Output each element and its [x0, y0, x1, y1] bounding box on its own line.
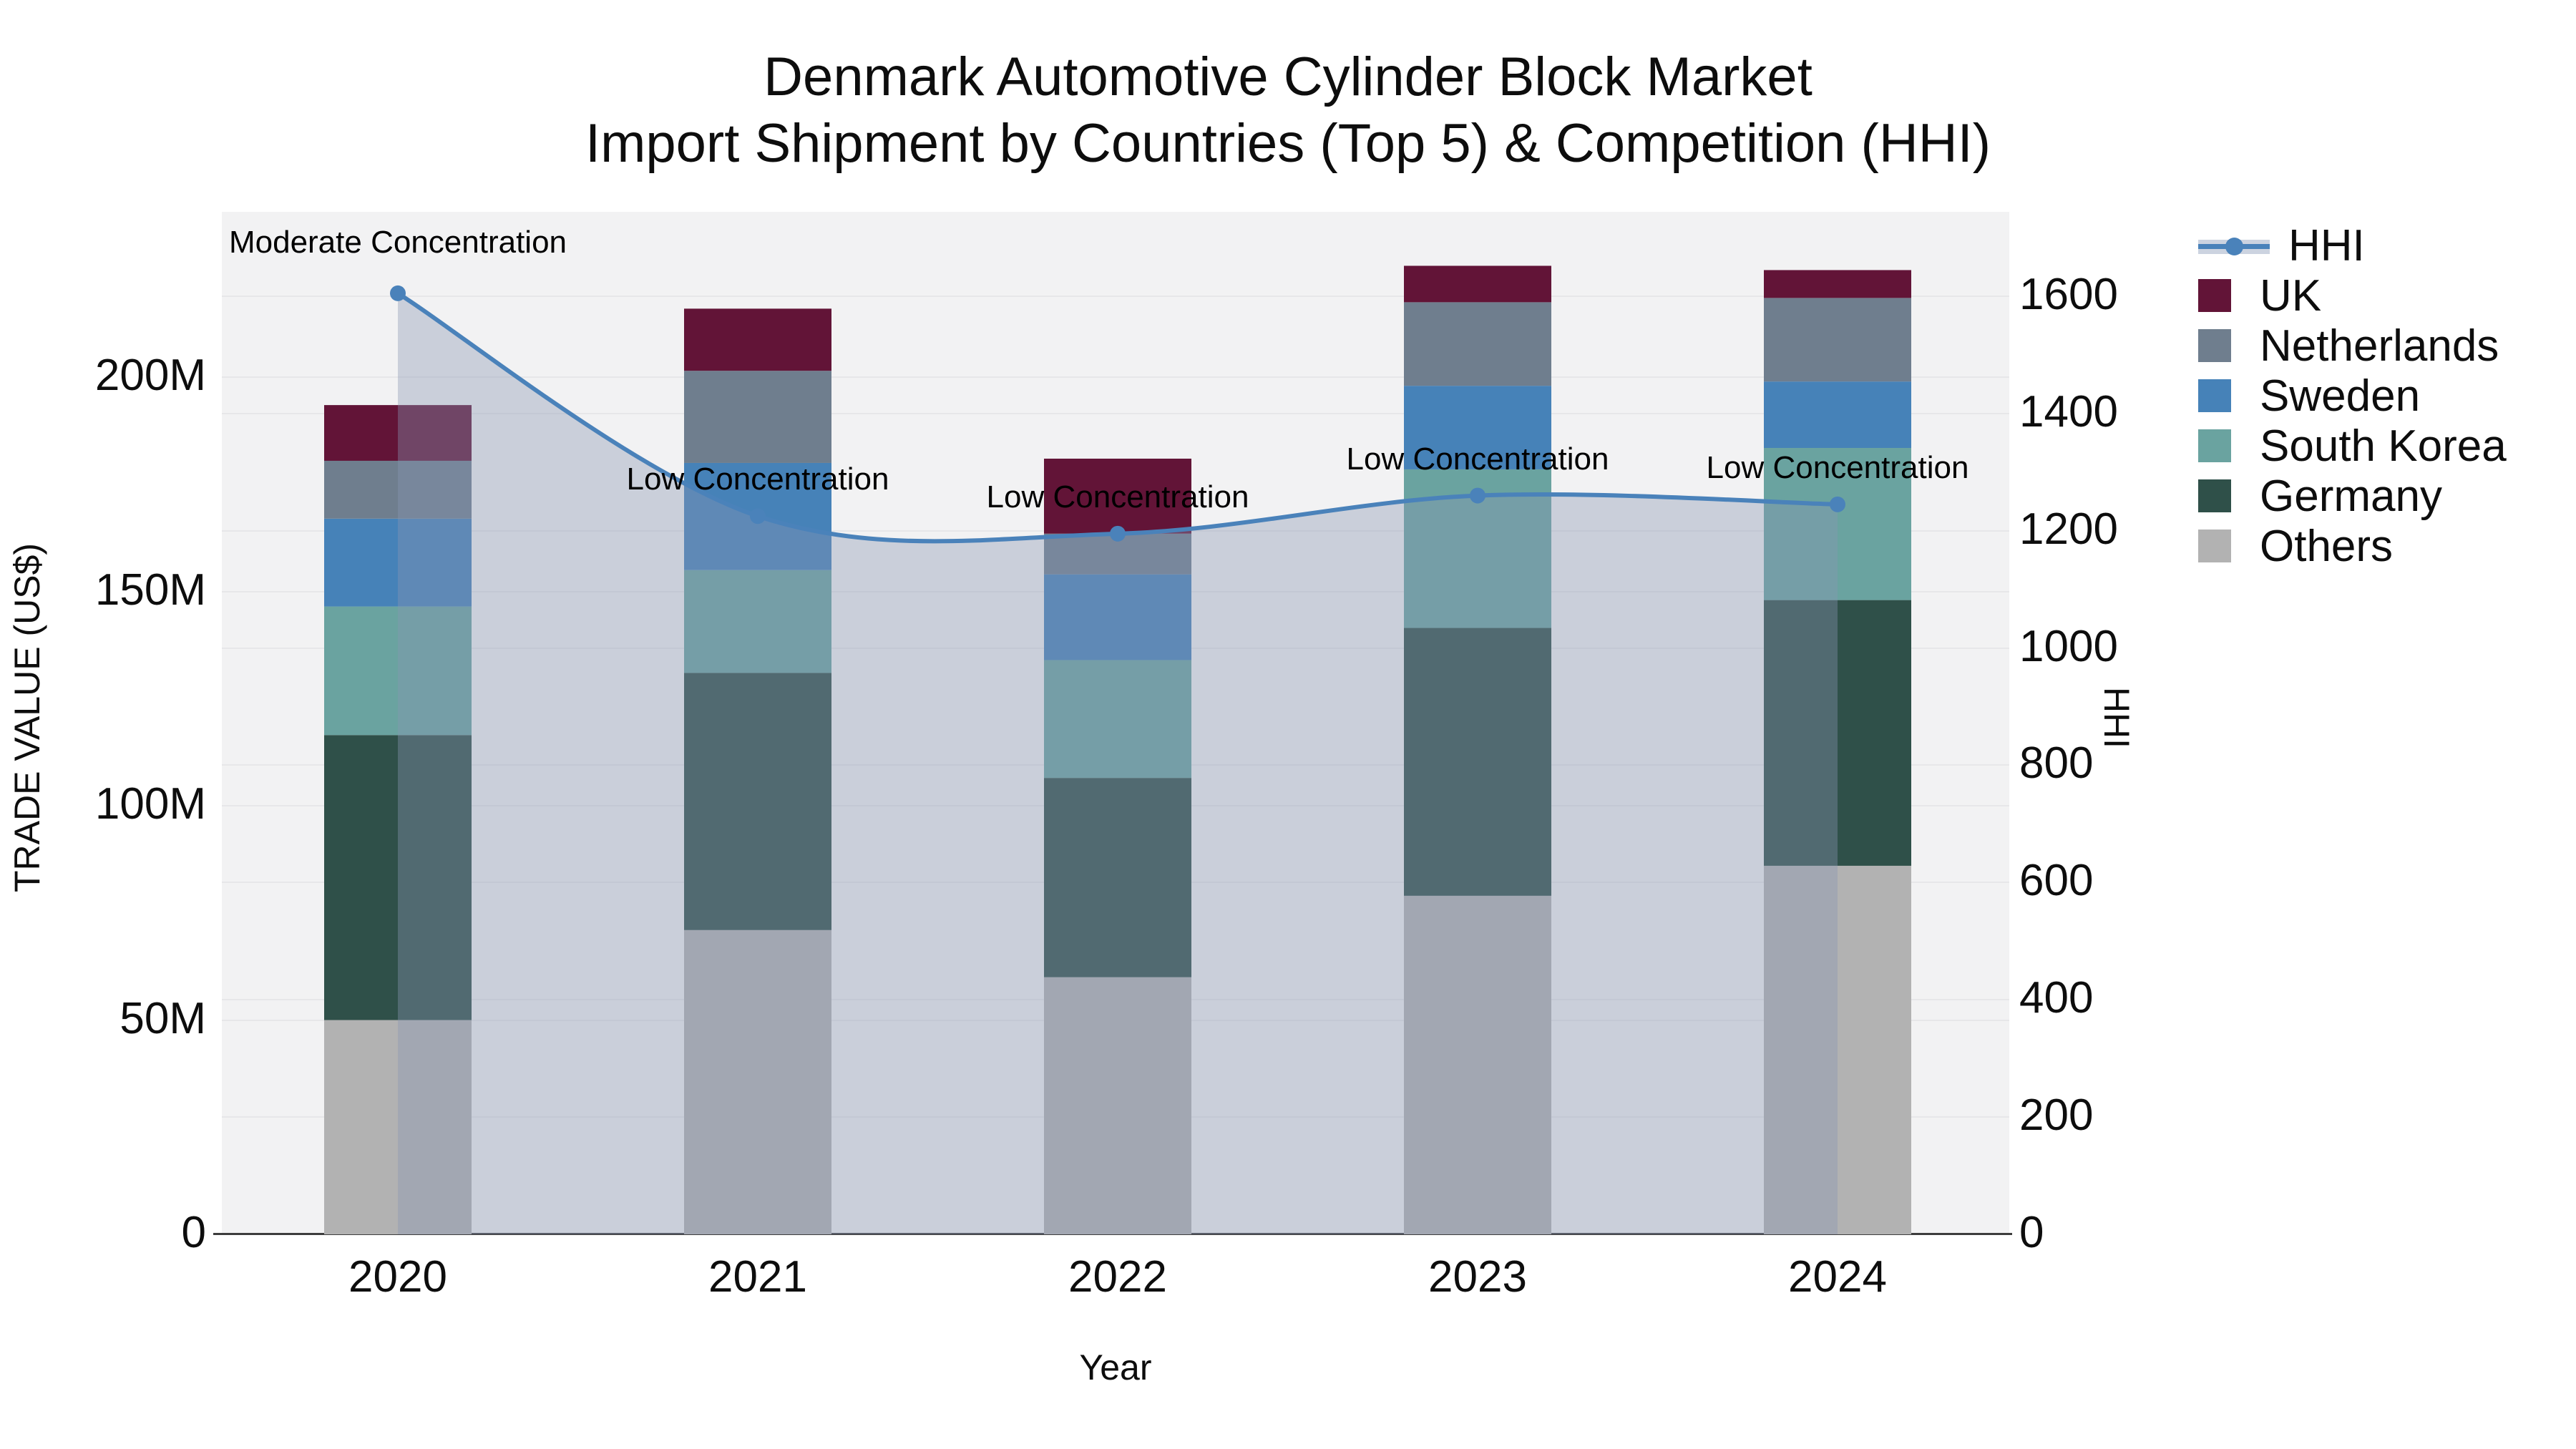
bar-segment-germany-2023: [1404, 628, 1551, 896]
legend-color-swatch: [2198, 530, 2231, 562]
annotation-2020: Moderate Concentration: [228, 224, 567, 260]
gridline-hhi: [222, 295, 2009, 297]
x-axis-tick-label: 2022: [1068, 1252, 1167, 1302]
annotation-2022: Low Concentration: [986, 479, 1249, 514]
bar-segment-sweden-2024: [1764, 381, 1911, 448]
legend-color-swatch: [2198, 279, 2231, 312]
legend-item-netherlands[interactable]: Netherlands: [2198, 321, 2499, 371]
legend-color-swatch: [2198, 429, 2231, 462]
legend-item-germany[interactable]: Germany: [2198, 471, 2442, 521]
bar-segment-germany-2022: [1044, 778, 1191, 977]
bar-segment-uk-2020: [324, 405, 472, 461]
legend-label: HHI: [2288, 220, 2365, 270]
right-axis-tick-label: 1000: [2019, 621, 2118, 671]
x-axis-tick-label: 2023: [1428, 1252, 1527, 1302]
legend-label: Germany: [2260, 471, 2442, 521]
bar-segment-sweden-2023: [1404, 386, 1551, 469]
bar-segment-netherlands-2021: [684, 371, 831, 463]
right-axis-tick-label: 800: [2019, 738, 2094, 789]
bar-segment-germany-2024: [1764, 600, 1911, 866]
right-axis-tick-label: 0: [2019, 1208, 2044, 1257]
annotation-2023: Low Concentration: [1346, 441, 1609, 477]
hhi-line-legend-icon: [2198, 229, 2270, 262]
legend-color-swatch: [2198, 379, 2231, 412]
legend-item-others[interactable]: Others: [2198, 521, 2393, 571]
left-axis-tick-label: 0: [181, 1208, 206, 1257]
legend-label: South Korea: [2260, 421, 2507, 471]
bar-segment-uk-2024: [1764, 270, 1911, 298]
legend-label: UK: [2260, 270, 2322, 321]
legend-color-swatch: [2198, 479, 2231, 512]
x-axis-title: Year: [1079, 1347, 1152, 1387]
annotation-2021: Low Concentration: [626, 462, 889, 497]
chart-title: Denmark Automotive Cylinder Block Market…: [0, 44, 2576, 177]
gridline-hhi: [222, 412, 2009, 414]
right-axis-tick-label: 1400: [2019, 386, 2118, 436]
right-axis-title: HHI: [2097, 686, 2137, 749]
bar-segment-uk-2023: [1404, 265, 1551, 303]
hhi-marker-2023: [1470, 487, 1485, 504]
legend-label: Netherlands: [2260, 321, 2499, 371]
legend-item-uk[interactable]: UK: [2198, 270, 2321, 321]
bar-segment-netherlands-2024: [1764, 298, 1911, 382]
bar-segment-others-2024: [1764, 865, 1911, 1234]
hhi-marker-swatch: [2225, 238, 2243, 255]
gridline-trade-value: [222, 376, 2009, 379]
hhi-marker-2020: [390, 285, 406, 301]
hhi-marker-2024: [1830, 496, 1845, 512]
left-axis-tick-label: 150M: [94, 565, 206, 615]
bar-segment-others-2023: [1404, 895, 1551, 1234]
chart-title-line1: Denmark Automotive Cylinder Block Market: [763, 47, 1813, 107]
left-axis-tick-label: 100M: [94, 779, 206, 829]
chart-title-line2: Import Shipment by Countries (Top 5) & C…: [585, 112, 1991, 174]
hhi-marker-2022: [1110, 525, 1126, 542]
left-axis-title: TRADE VALUE (US$): [7, 542, 47, 893]
legend-label: Sweden: [2260, 371, 2421, 421]
bar-segment-netherlands-2020: [324, 460, 472, 519]
right-axis-tick-label: 600: [2019, 856, 2094, 906]
legend-item-south-korea[interactable]: South Korea: [2198, 421, 2507, 471]
bar-segment-south-korea-2022: [1044, 660, 1191, 779]
x-axis-tick-label: 2021: [708, 1252, 807, 1302]
right-axis-tick-label: 1200: [2019, 504, 2118, 554]
bar-segment-south-korea-2021: [684, 570, 831, 673]
bar-segment-germany-2020: [324, 735, 472, 1020]
right-axis-tick-label: 1600: [2019, 269, 2118, 319]
bar-segment-others-2021: [684, 930, 831, 1234]
left-axis-tick-label: 50M: [119, 993, 206, 1043]
bar-segment-sweden-2020: [324, 518, 472, 607]
bar-segment-uk-2022: [1044, 458, 1191, 534]
bar-segment-others-2022: [1044, 977, 1191, 1234]
legend-label: Others: [2260, 521, 2394, 571]
legend-item-sweden[interactable]: Sweden: [2198, 371, 2420, 421]
bar-segment-uk-2021: [684, 308, 831, 371]
bar-segment-south-korea-2024: [1764, 447, 1911, 600]
bar-segment-netherlands-2023: [1404, 302, 1551, 386]
hhi-marker-2021: [750, 508, 766, 525]
x-axis-tick-label: 2024: [1788, 1252, 1887, 1302]
bar-segment-south-korea-2020: [324, 606, 472, 736]
x-axis-tick-label: 2020: [348, 1252, 447, 1302]
legend-color-swatch: [2198, 329, 2231, 362]
right-axis-tick-label: 200: [2019, 1091, 2094, 1141]
left-axis-tick-label: 200M: [94, 351, 206, 401]
legend-item-hhi[interactable]: HHI: [2198, 220, 2365, 270]
bar-segment-others-2020: [324, 1020, 472, 1234]
bar-segment-sweden-2022: [1044, 574, 1191, 660]
bar-segment-germany-2021: [684, 673, 831, 930]
hhi-area-fill: [398, 293, 1838, 1234]
right-axis-tick-label: 400: [2019, 973, 2094, 1023]
annotation-2024: Low Concentration: [1706, 449, 1969, 485]
